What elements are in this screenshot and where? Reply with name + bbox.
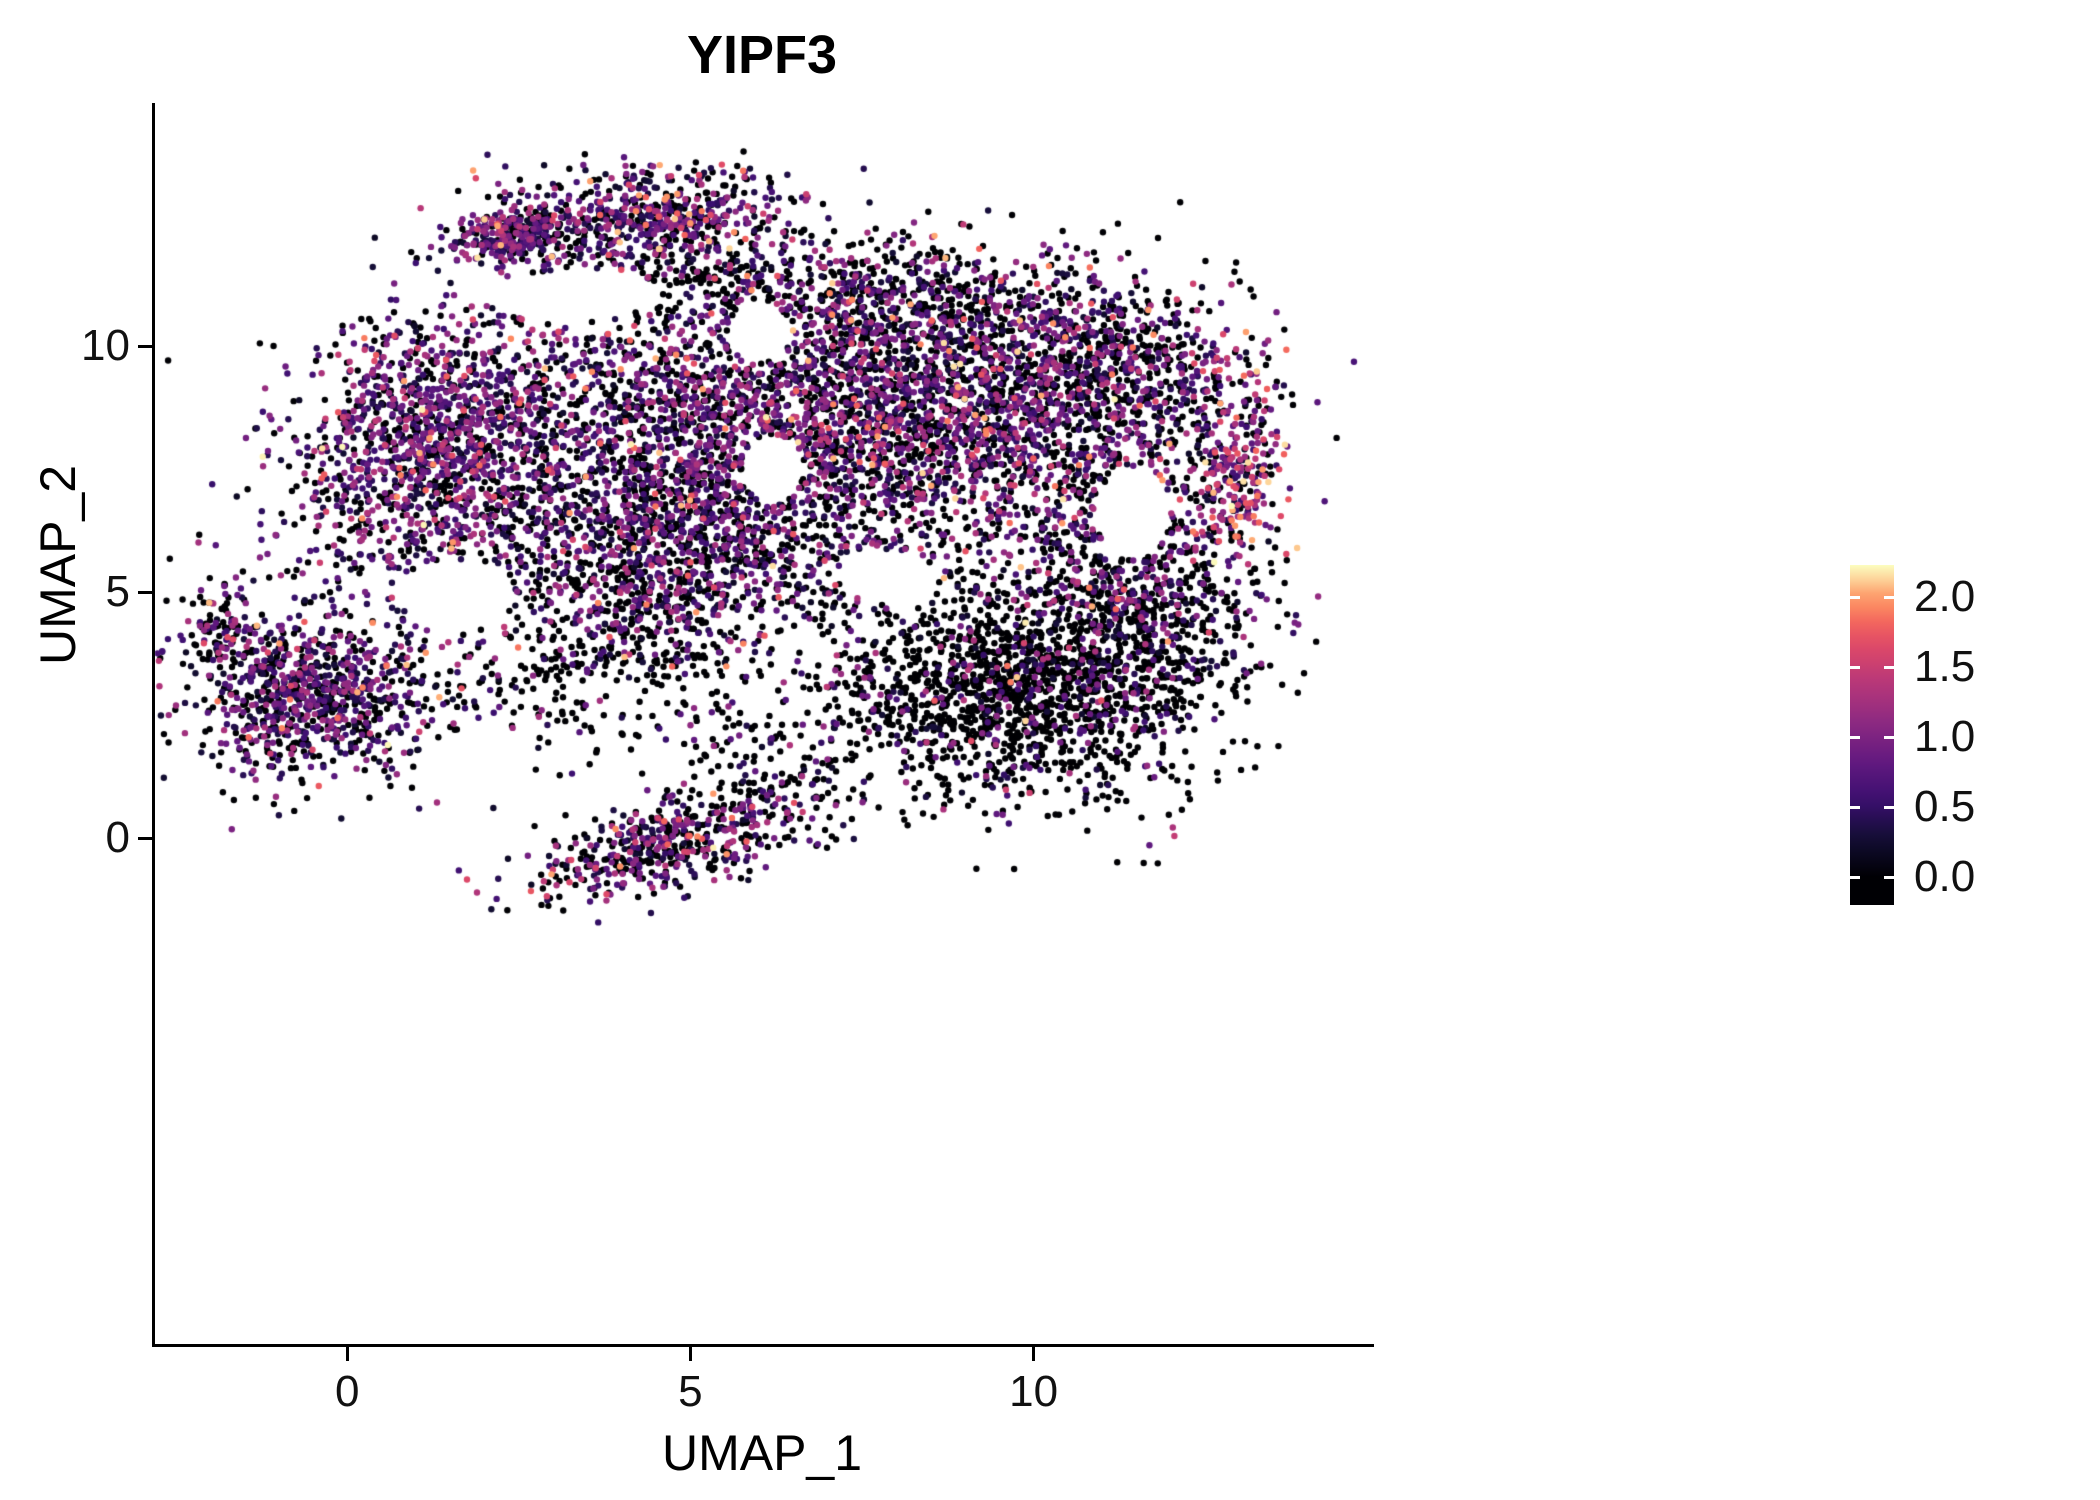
y-tick-label: 5	[105, 567, 130, 617]
colorbar-tick-mark	[1884, 595, 1894, 599]
colorbar-tick-label: 1.5	[1914, 642, 1976, 692]
colorbar-gradient	[1850, 565, 1894, 905]
colorbar-tick-label: 2.0	[1914, 572, 1976, 622]
chart-title: YIPF3	[686, 25, 838, 85]
colorbar-tick-mark	[1884, 735, 1894, 739]
x-axis-title: UMAP_1	[661, 1425, 863, 1481]
colorbar-tick-label: 1.0	[1914, 712, 1976, 762]
x-tick-label: 10	[1009, 1367, 1059, 1416]
colorbar-tick-mark	[1850, 595, 1860, 599]
x-tick-label: 5	[678, 1367, 703, 1416]
y-axis-line	[152, 103, 155, 1347]
colorbar-tick-label: 0.5	[1914, 782, 1976, 832]
colorbar-tick-mark	[1884, 665, 1894, 669]
x-tick-mark	[345, 1347, 349, 1361]
y-tick-mark	[138, 836, 152, 840]
colorbar-tick-mark	[1850, 735, 1860, 739]
colorbar-tick-mark	[1850, 805, 1860, 809]
y-tick-mark	[138, 590, 152, 594]
y-axis-title: UMAP_2	[30, 464, 86, 666]
x-tick-mark	[688, 1347, 692, 1361]
colorbar-tick-label: 0.0	[1914, 852, 1976, 902]
colorbar-tick-mark	[1850, 665, 1860, 669]
y-tick-mark	[138, 344, 152, 348]
colorbar-tick-mark	[1850, 875, 1860, 879]
y-tick-label: 0	[105, 813, 130, 863]
colorbar-tick-mark	[1884, 875, 1894, 879]
colorbar-tick-mark	[1884, 805, 1894, 809]
x-axis-line	[152, 1344, 1374, 1347]
y-tick-label: 10	[81, 321, 130, 371]
x-tick-mark	[1032, 1347, 1036, 1361]
x-tick-label: 0	[334, 1367, 360, 1416]
